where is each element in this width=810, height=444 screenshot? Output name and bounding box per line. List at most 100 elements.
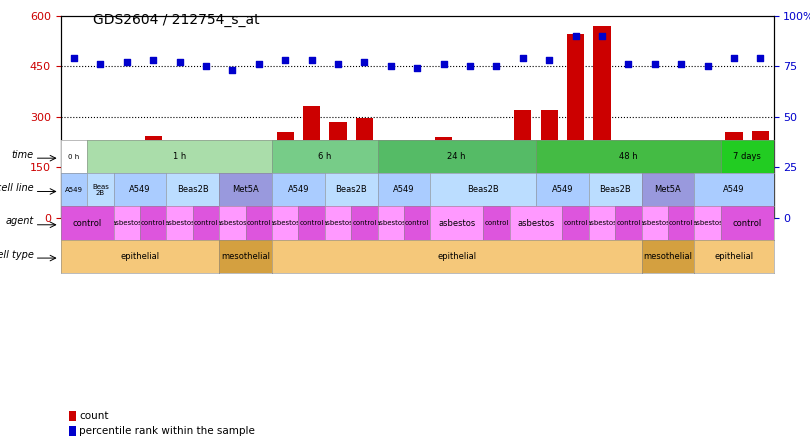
Bar [752,131,769,218]
Text: control: control [141,220,165,226]
Text: asbestos: asbestos [322,220,353,226]
Point [622,60,635,67]
Text: asbestos: asbestos [270,220,301,226]
Text: Met5A: Met5A [232,185,259,194]
Text: control: control [352,220,377,226]
Text: percentile rank within the sample: percentile rank within the sample [79,425,255,436]
Bar [276,132,294,218]
Text: Beas2B: Beas2B [467,185,499,194]
Point [252,60,265,67]
Point [384,63,397,70]
Bar [198,159,215,218]
Point [173,59,186,66]
Point [675,60,688,67]
Text: mesothelial: mesothelial [643,252,693,261]
Text: A549: A549 [130,185,151,194]
Bar [540,110,558,218]
Bar [92,152,109,218]
Text: asbestos: asbestos [111,220,142,226]
Point [490,63,503,70]
Text: 6 h: 6 h [318,152,331,161]
Bar [620,143,637,218]
Bar [567,34,584,218]
Bar [699,159,716,218]
Text: asbestos: asbestos [518,218,555,228]
Text: control: control [616,220,641,226]
Bar [69,411,76,421]
Text: control: control [194,220,218,226]
Text: Met5A: Met5A [654,185,681,194]
Text: control: control [73,218,102,228]
Point [754,55,767,62]
Text: A549: A549 [288,185,309,194]
Text: cell type: cell type [0,250,33,260]
Text: control: control [669,220,693,226]
Point [305,56,318,63]
Text: 48 h: 48 h [619,152,637,161]
Bar [408,153,426,218]
Bar [646,155,663,218]
Point [94,60,107,67]
Bar [66,141,83,218]
Text: time: time [11,150,33,160]
Point [595,32,608,40]
Point [701,63,714,70]
Bar [488,147,505,218]
Text: Beas2B: Beas2B [599,185,631,194]
Bar [594,26,611,218]
Text: epithelial: epithelial [714,252,753,261]
Text: mesothelial: mesothelial [221,252,270,261]
Bar [69,425,76,436]
Text: count: count [79,411,109,420]
Text: control: control [484,220,509,226]
Text: Beas2B: Beas2B [335,185,367,194]
Text: asbestos: asbestos [375,220,406,226]
Text: epithelial: epithelial [437,252,476,261]
Text: cell line: cell line [0,183,33,193]
Text: control: control [732,218,761,228]
Point [226,67,239,74]
Point [120,59,133,66]
Bar [303,107,320,218]
Point [463,63,476,70]
Text: asbestos: asbestos [438,218,475,228]
Point [279,56,292,63]
Bar [224,166,241,218]
Text: asbestos: asbestos [586,220,617,226]
Point [437,60,450,67]
Point [358,59,371,66]
Point [648,60,661,67]
Text: Beas
2B: Beas 2B [92,183,109,196]
Point [569,32,582,40]
Text: A549: A549 [552,185,573,194]
Text: control: control [564,220,588,226]
Text: 1 h: 1 h [173,152,186,161]
Text: A549: A549 [393,185,415,194]
Bar [356,118,373,218]
Point [727,55,740,62]
Text: GDS2604 / 212754_s_at: GDS2604 / 212754_s_at [93,13,260,28]
Text: 7 days: 7 days [733,152,761,161]
Point [331,60,344,67]
Text: control: control [405,220,429,226]
Bar [462,145,479,218]
Text: control: control [246,220,271,226]
Text: A549: A549 [723,185,744,194]
Point [199,63,212,70]
Text: Beas2B: Beas2B [177,185,209,194]
Text: asbestos: asbestos [164,220,195,226]
Text: control: control [300,220,324,226]
Text: asbestos: asbestos [639,220,670,226]
Point [543,56,556,63]
Bar [435,137,452,218]
Bar [171,147,188,218]
Text: 0 h: 0 h [68,154,79,159]
Bar [514,110,531,218]
Bar [330,122,347,218]
Text: 24 h: 24 h [447,152,466,161]
Bar [250,160,267,218]
Bar [672,152,690,218]
Bar [144,136,162,218]
Bar [118,141,135,218]
Point [67,55,80,62]
